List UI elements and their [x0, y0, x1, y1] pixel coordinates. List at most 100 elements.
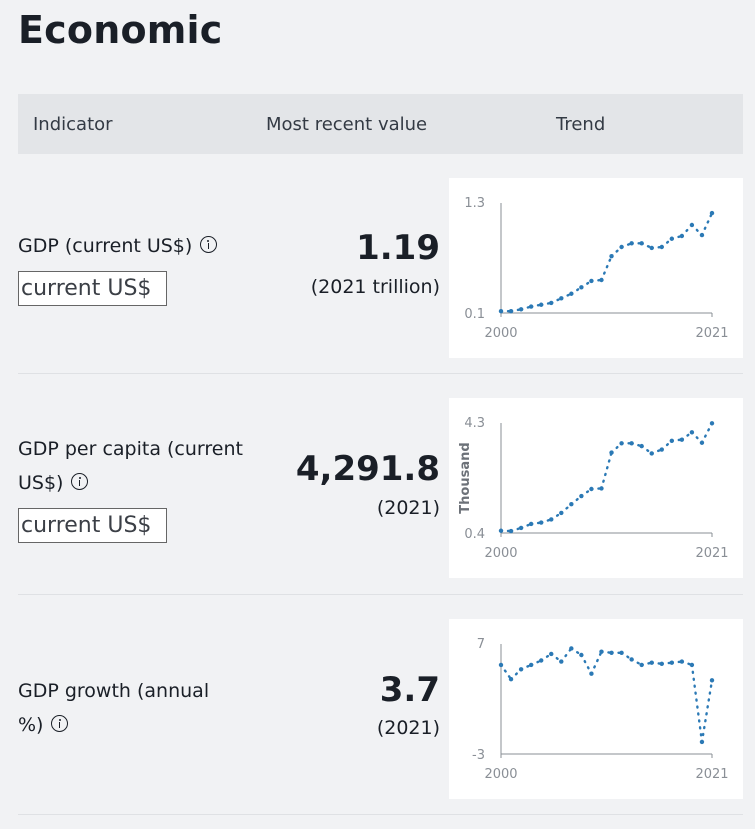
unit-box: current US$ — [18, 508, 167, 543]
data-point — [528, 304, 534, 309]
data-point — [579, 285, 584, 290]
table-header: Indicator Most recent value Trend — [18, 94, 743, 154]
info-icon[interactable] — [51, 715, 69, 732]
data-point — [649, 245, 654, 251]
y-tick-label-min: 0.1 — [464, 307, 485, 322]
data-point — [709, 421, 715, 426]
data-point — [559, 510, 564, 516]
section-title: Economic — [18, 8, 223, 52]
data-point — [569, 291, 574, 296]
data-point — [518, 525, 524, 531]
data-point — [629, 241, 634, 246]
series-line-segment — [660, 439, 674, 451]
data-point — [609, 253, 614, 259]
series-line-segment — [590, 650, 603, 675]
data-point — [699, 739, 705, 745]
data-point — [559, 296, 564, 301]
data-point — [569, 646, 574, 651]
recent-value-year: (2021 trillion) — [310, 276, 440, 298]
data-point — [699, 232, 705, 238]
data-point — [689, 662, 695, 668]
y-tick-label-max: 4.3 — [464, 416, 485, 431]
series-line-segment — [690, 223, 704, 237]
row-divider — [18, 594, 743, 595]
data-point — [508, 677, 514, 682]
y-tick-label-max: 7 — [477, 637, 485, 652]
series-line-segment — [600, 451, 613, 490]
trend-chart-gdp-per-capita[interactable]: 4.3 0.4 2000 2021 Thousand — [449, 398, 743, 578]
indicator-label-gdp-growth: GDP growth (annual %) — [18, 674, 209, 742]
y-tick-label-min: 0.4 — [464, 527, 485, 542]
data-point — [498, 308, 504, 314]
x-tick-label-end: 2021 — [695, 546, 728, 561]
x-tick-label-end: 2021 — [695, 767, 728, 782]
data-point — [549, 651, 554, 657]
data-point — [498, 528, 504, 533]
series-line-segment — [509, 668, 523, 681]
data-point — [549, 517, 554, 522]
series-line-segment — [580, 653, 593, 675]
series-line-segment — [560, 503, 573, 515]
data-point — [549, 300, 554, 306]
indicator-label-gdp: GDP (current US$) — [18, 229, 218, 263]
data-point — [679, 659, 685, 664]
recent-value: 3.7 — [379, 670, 440, 710]
info-icon[interactable] — [71, 473, 89, 490]
recent-value: 1.19 — [356, 228, 440, 268]
data-point — [599, 486, 604, 491]
y-tick-label-max: 1.3 — [464, 196, 485, 211]
data-point — [609, 650, 614, 655]
data-point — [709, 678, 715, 683]
data-point — [599, 277, 604, 283]
data-point — [639, 662, 644, 668]
header-trend: Trend — [556, 114, 606, 135]
data-point — [659, 244, 664, 250]
data-point — [528, 662, 534, 668]
trend-chart-svg: 7 -3 2000 2021 — [472, 637, 729, 782]
series-line-segment — [610, 245, 623, 258]
series-line-segment — [610, 442, 623, 454]
data-point — [538, 520, 544, 525]
data-point — [649, 451, 654, 456]
data-point — [689, 222, 695, 228]
row-divider — [18, 373, 743, 374]
data-point — [538, 658, 544, 663]
series-line-segment — [560, 647, 573, 663]
data-point — [699, 440, 705, 445]
recent-value-year: (2021) — [376, 717, 440, 739]
trend-chart-gdp-growth[interactable]: 7 -3 2000 2021 — [449, 619, 743, 799]
series-line-segment — [690, 663, 704, 744]
indicator-label-line2: %) — [18, 708, 209, 742]
data-point — [579, 652, 584, 658]
data-point — [629, 441, 634, 446]
data-point — [508, 528, 514, 534]
unit-box: current US$ — [18, 271, 167, 306]
info-icon[interactable] — [200, 236, 218, 253]
series-line-segment — [499, 663, 513, 681]
data-point — [679, 437, 685, 442]
data-point — [528, 521, 534, 527]
data-point — [639, 443, 644, 449]
x-tick-label-end: 2021 — [695, 326, 728, 341]
trend-chart-gdp[interactable]: 1.3 0.1 2000 2021 — [449, 178, 743, 358]
data-point — [679, 233, 685, 239]
data-point — [669, 660, 675, 665]
data-point — [659, 661, 664, 666]
data-point — [559, 659, 564, 664]
indicator-label-line1: GDP per capita (current — [18, 438, 243, 460]
data-point — [518, 667, 524, 672]
data-point — [619, 650, 624, 655]
indicator-label-line1: GDP growth (annual — [18, 680, 210, 702]
trend-chart-svg: 1.3 0.1 2000 2021 — [464, 196, 728, 341]
data-point — [609, 450, 614, 455]
data-point — [589, 486, 594, 492]
x-tick-label-start: 2000 — [484, 767, 517, 782]
data-point — [639, 241, 644, 246]
indicator-label-gdp-per-capita: GDP per capita (current US$) — [18, 432, 243, 500]
data-point — [498, 662, 504, 668]
recent-value-year: (2021) — [376, 497, 440, 519]
y-axis-label: Thousand — [458, 442, 473, 513]
indicator-label-line2: US$) — [18, 466, 243, 500]
data-point — [599, 649, 604, 654]
data-point — [589, 671, 594, 676]
